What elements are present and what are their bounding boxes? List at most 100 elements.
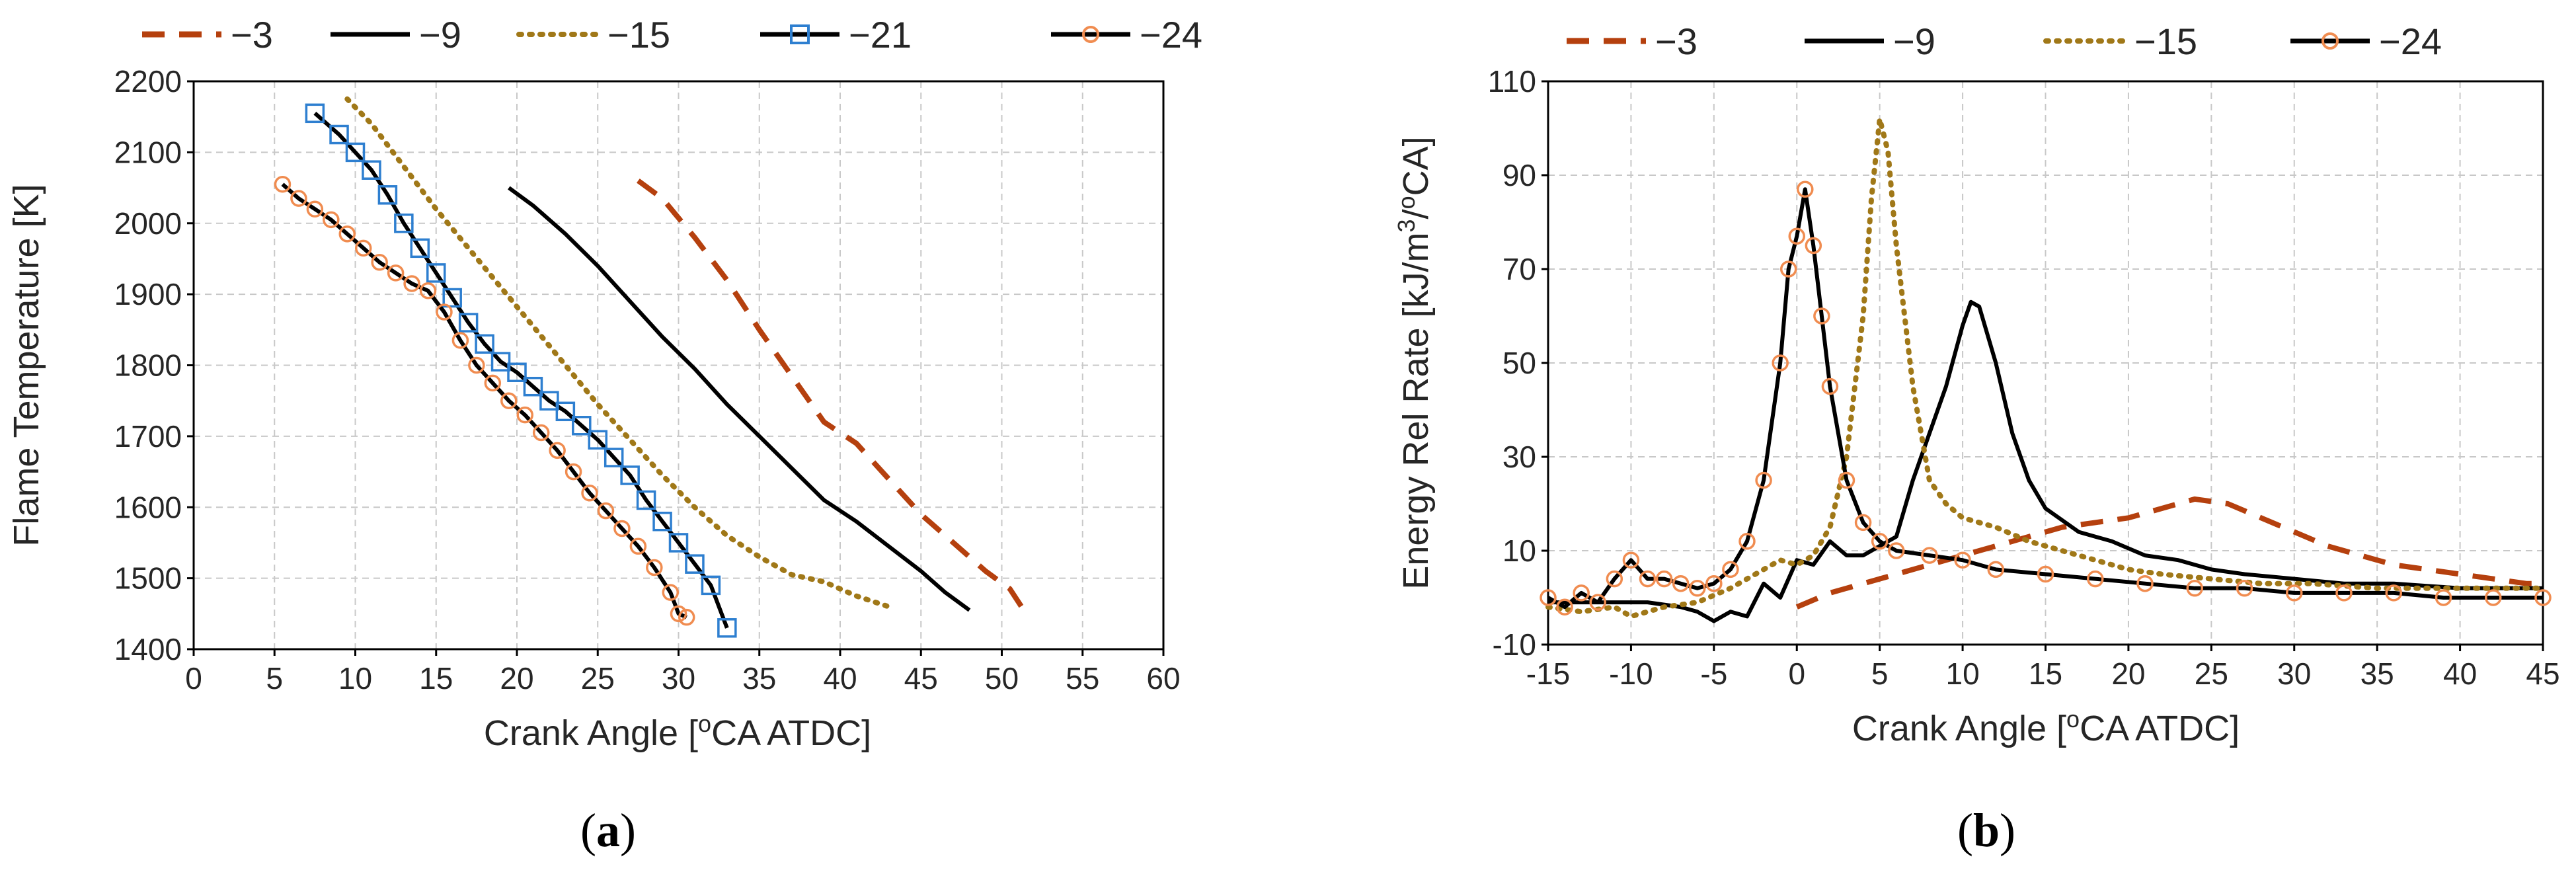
marker-0-3-19: [620, 465, 640, 485]
marker-1-3-28: [2037, 565, 2054, 583]
marker-1-3-19: [1813, 307, 1830, 325]
marker-0-4-26: [678, 608, 695, 626]
x-tick-label-0-4: 20: [500, 661, 533, 695]
marker-0-4-9: [419, 282, 437, 299]
marker-1-3-6: [1639, 570, 1657, 588]
marker-0-4-11: [451, 332, 469, 349]
legend-entry-1-2: −15: [2043, 20, 2197, 62]
marker-0-4-18: [565, 463, 582, 481]
x-tick-label-0-5: 25: [581, 661, 615, 695]
marker-1-3-20: [1821, 377, 1839, 395]
marker-1-3-31: [2186, 580, 2203, 597]
marker-0-3-17: [588, 430, 607, 450]
x-tick-label-0-8: 40: [823, 661, 857, 695]
marker-1-3-33: [2286, 584, 2303, 602]
y-tick-label-0-8: 2200: [114, 64, 182, 99]
x-title-part2: CA ATDC]: [711, 713, 871, 753]
marker-1-3-5: [1622, 551, 1640, 569]
series-line-0-0: [637, 178, 1029, 615]
x-tick-label-1-9: 30: [2277, 656, 2311, 691]
marker-0-3-14: [539, 391, 559, 411]
y-tick-label-1-1: 10: [1503, 534, 1536, 568]
x-tick-label-1-4: 5: [1871, 656, 1889, 691]
legend-label-0-1: −9: [419, 14, 461, 56]
marker-0-4-14: [500, 392, 518, 409]
marker-1-3-14: [1772, 354, 1789, 372]
marker-0-3-0: [305, 103, 325, 124]
marker-1-3-35: [2385, 584, 2402, 602]
x-title-part2: CA ATDC]: [2080, 709, 2240, 748]
y-tick-label-1-4: 70: [1503, 252, 1536, 286]
marker-0-4-19: [581, 485, 598, 502]
marker-1-3-17: [1797, 180, 1814, 198]
x-tick-label-1-2: -5: [1700, 656, 1727, 691]
legend-entry-0-2: −15: [516, 14, 670, 56]
marker-1-3-2: [1573, 584, 1590, 602]
legend-label-0-3: −21: [849, 14, 912, 56]
panel-label-1: (b): [1957, 804, 2015, 857]
series-line-0-3: [313, 112, 729, 629]
x-tick-label-0-12: 60: [1146, 661, 1180, 695]
y-tick-label-1-6: 110: [1488, 64, 1536, 99]
marker-0-4-16: [532, 424, 550, 442]
marker-1-3-26: [1954, 551, 1971, 569]
marker-1-3-38: [2534, 589, 2552, 606]
panel-letter: a: [596, 804, 620, 857]
panel-label-0: (a): [580, 804, 636, 857]
x-title-part1: Crank Angle [: [484, 713, 698, 753]
marker-0-3-18: [604, 448, 624, 467]
marker-1-3-4: [1606, 570, 1623, 588]
y-tick-label-0-5: 1900: [114, 277, 182, 311]
marker-0-3-4: [377, 185, 398, 205]
marker-0-4-6: [371, 254, 388, 271]
marker-0-4-2: [306, 200, 324, 218]
marker-0-4-13: [484, 374, 502, 392]
x-tick-label-0-1: 5: [266, 661, 283, 695]
x-tick-label-0-11: 55: [1066, 661, 1099, 695]
marker-0-3-6: [410, 238, 430, 258]
marker-0-4-17: [549, 442, 566, 459]
marker-0-4-24: [662, 584, 680, 601]
x-tick-label-1-3: 0: [1788, 656, 1805, 691]
panel-paren-open: (: [580, 804, 596, 857]
marker-0-3-25: [717, 618, 737, 638]
legend-entry-0-3: −21: [760, 14, 912, 56]
marker-1-3-36: [2435, 589, 2452, 606]
x-tick-label-1-5: 10: [1945, 656, 1979, 691]
x-tick-label-0-6: 30: [662, 661, 695, 695]
marker-1-3-18: [1805, 237, 1822, 255]
x-title-part1: Crank Angle [: [1852, 709, 2066, 748]
marker-1-3-13: [1755, 471, 1772, 489]
marker-1-3-27: [1987, 561, 2004, 578]
marker-1-3-16: [1788, 227, 1805, 245]
marker-0-3-20: [636, 490, 656, 510]
x-tick-label-1-1: -10: [1609, 656, 1653, 691]
marker-0-4-0: [274, 175, 292, 193]
y-title-part-1: 3: [1393, 219, 1420, 232]
marker-0-3-8: [442, 288, 462, 308]
marker-1-3-24: [1888, 542, 1905, 559]
legend-marker-0-4: [1082, 26, 1099, 43]
marker-0-3-16: [572, 416, 592, 436]
marker-1-3-30: [2136, 575, 2154, 592]
marker-0-4-3: [323, 211, 340, 229]
series-line-0-1: [508, 186, 971, 612]
marker-0-4-21: [613, 520, 631, 537]
marker-1-3-8: [1672, 575, 1690, 592]
y-tick-label-0-4: 1800: [114, 348, 182, 383]
panel-letter: b: [1973, 804, 2000, 857]
marker-0-3-2: [345, 142, 366, 163]
marker-1-3-23: [1871, 533, 1889, 550]
y-title-part-4: CA]: [1396, 136, 1436, 196]
series-line-0-2: [344, 96, 892, 610]
series-line-1-1: [1548, 299, 2543, 623]
x-title-sup: o: [698, 710, 711, 737]
marker-1-3-12: [1738, 533, 1756, 550]
marker-0-3-5: [394, 214, 414, 233]
marker-0-4-5: [354, 239, 372, 257]
x-tick-label-1-7: 20: [2111, 656, 2145, 691]
legend-label-0-4: −24: [1140, 14, 1202, 56]
legend-entry-1-0: −3: [1567, 20, 1698, 62]
marker-1-3-0: [1540, 589, 1557, 606]
